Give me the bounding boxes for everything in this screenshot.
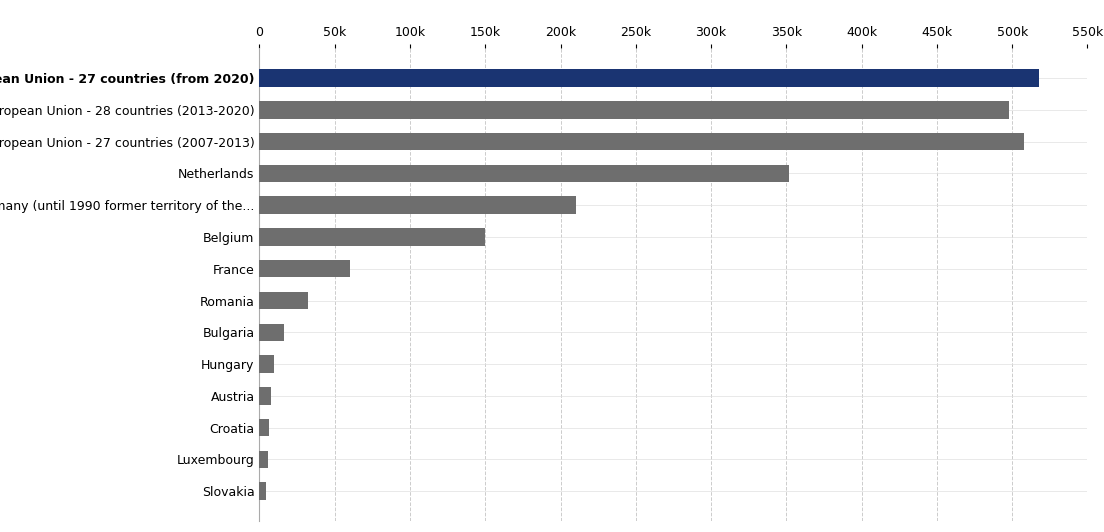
Bar: [259, 196, 575, 214]
Bar: [259, 165, 789, 182]
Bar: [259, 292, 308, 309]
Bar: [259, 483, 266, 500]
Bar: [259, 387, 270, 404]
Bar: [259, 260, 350, 278]
Bar: [259, 355, 274, 373]
Bar: [259, 133, 1025, 151]
Bar: [259, 228, 486, 246]
Bar: [259, 451, 267, 468]
Bar: [259, 419, 269, 436]
Bar: [259, 323, 284, 341]
Bar: [259, 69, 1039, 87]
Bar: [259, 101, 1009, 119]
